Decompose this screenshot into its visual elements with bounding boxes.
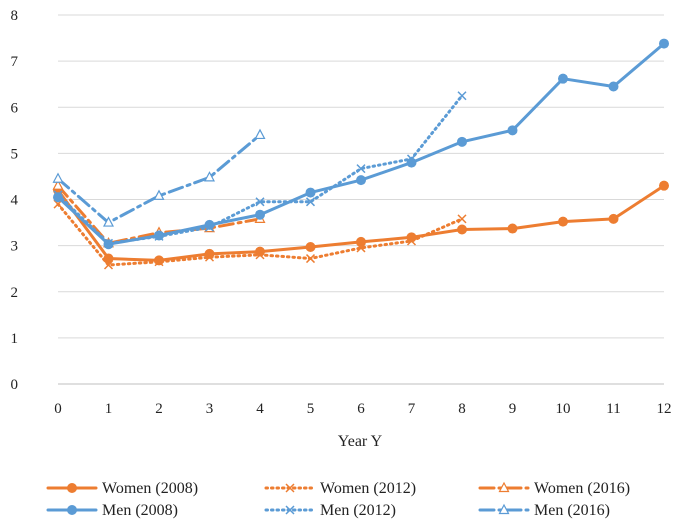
x-tick-label: 12	[657, 401, 672, 417]
series-0	[53, 180, 669, 266]
data-point	[507, 125, 518, 136]
data-point	[457, 224, 467, 235]
x-tick-label: 7	[408, 401, 416, 417]
data-point	[457, 91, 467, 101]
y-tick-label: 2	[11, 285, 19, 301]
legend-item-3: Men (2008)	[46, 502, 178, 519]
data-point	[53, 190, 63, 200]
legend-item-0: Women (2008)	[46, 480, 198, 497]
data-point	[659, 38, 669, 49]
x-tick-labels: 0 1 2 3 4 5 6 7 8 9 10 11 12	[54, 401, 671, 417]
x-tick-label: 1	[105, 401, 113, 417]
legend-marker	[67, 483, 77, 493]
x-tick-label: 10	[556, 401, 571, 417]
data-point	[507, 223, 518, 234]
data-point	[255, 197, 265, 207]
y-tick-label: 4	[11, 193, 19, 209]
data-point	[154, 231, 164, 241]
data-point	[154, 257, 164, 267]
data-point	[153, 189, 165, 200]
data-point	[305, 187, 316, 198]
legend-marker	[285, 483, 295, 493]
y-tick-labels: 0 1 2 3 4 5 6 7 8	[11, 8, 19, 393]
legend-marker	[285, 505, 295, 515]
legend: Women (2008) Women (2012) Women (2016) Men …	[46, 480, 630, 519]
data-point	[406, 154, 417, 164]
data-point	[305, 242, 316, 253]
data-point	[103, 216, 114, 227]
legend-label: Women (2016)	[534, 480, 630, 497]
series-3	[53, 38, 669, 250]
series-1	[53, 199, 467, 270]
legend-label: Men (2012)	[320, 502, 396, 519]
data-point	[305, 197, 316, 207]
legend-item-5: Men (2016)	[478, 502, 610, 519]
series-line	[56, 133, 262, 225]
y-tick-label: 6	[11, 100, 19, 116]
legend-marker	[67, 505, 77, 515]
data-point	[659, 180, 669, 191]
x-tick-label: 3	[206, 401, 214, 417]
data-point	[103, 253, 114, 264]
x-axis-title: Year Y	[338, 433, 383, 450]
data-point	[356, 175, 366, 186]
series-line	[56, 184, 666, 262]
x-tick-label: 5	[307, 401, 315, 417]
x-tick-label: 2	[155, 401, 163, 417]
series-4	[53, 91, 467, 248]
data-point	[558, 73, 568, 84]
data-point	[52, 172, 64, 183]
data-point	[254, 128, 266, 140]
data-point	[608, 213, 619, 224]
y-tick-label: 7	[11, 54, 19, 70]
y-tick-label: 0	[11, 377, 19, 393]
data-point	[356, 243, 366, 253]
legend-label: Men (2008)	[102, 502, 178, 519]
legend-label: Women (2012)	[320, 480, 416, 497]
legend-marker	[498, 503, 510, 515]
data-point	[52, 179, 64, 190]
y-tick-label: 5	[11, 146, 19, 162]
data-point	[204, 252, 215, 262]
x-tick-label: 8	[458, 401, 466, 417]
data-point	[255, 209, 265, 220]
legend-item-4: Men (2012)	[264, 502, 396, 519]
data-point	[103, 260, 114, 270]
series-line	[56, 94, 464, 245]
y-tick-label: 1	[11, 331, 19, 347]
data-point	[305, 254, 316, 264]
y-tick-label: 3	[11, 239, 19, 255]
x-tick-label: 4	[256, 401, 264, 417]
data-point	[53, 192, 63, 203]
data-point	[255, 250, 265, 260]
data-point	[356, 164, 366, 174]
legend-item-1: Women (2012)	[264, 480, 416, 497]
legend-item-2: Women (2016)	[478, 480, 630, 497]
x-tick-label: 11	[606, 401, 620, 417]
data-point	[406, 236, 417, 246]
data-point	[457, 136, 467, 147]
legend-marker	[498, 481, 510, 493]
data-point	[608, 81, 619, 92]
series-line	[56, 42, 666, 246]
legend-label: Women (2008)	[102, 480, 198, 497]
x-tick-label: 9	[509, 401, 517, 417]
y-tick-label: 8	[11, 8, 19, 24]
data-point	[406, 157, 417, 168]
x-tick-label: 0	[54, 401, 62, 417]
data-point	[103, 238, 114, 248]
series-group	[52, 38, 669, 270]
series-5	[52, 128, 266, 227]
data-point	[558, 216, 568, 227]
data-point	[457, 214, 467, 224]
data-point	[204, 222, 215, 232]
legend-label: Men (2016)	[534, 502, 610, 519]
data-point	[204, 171, 215, 182]
x-tick-label: 6	[357, 401, 365, 417]
